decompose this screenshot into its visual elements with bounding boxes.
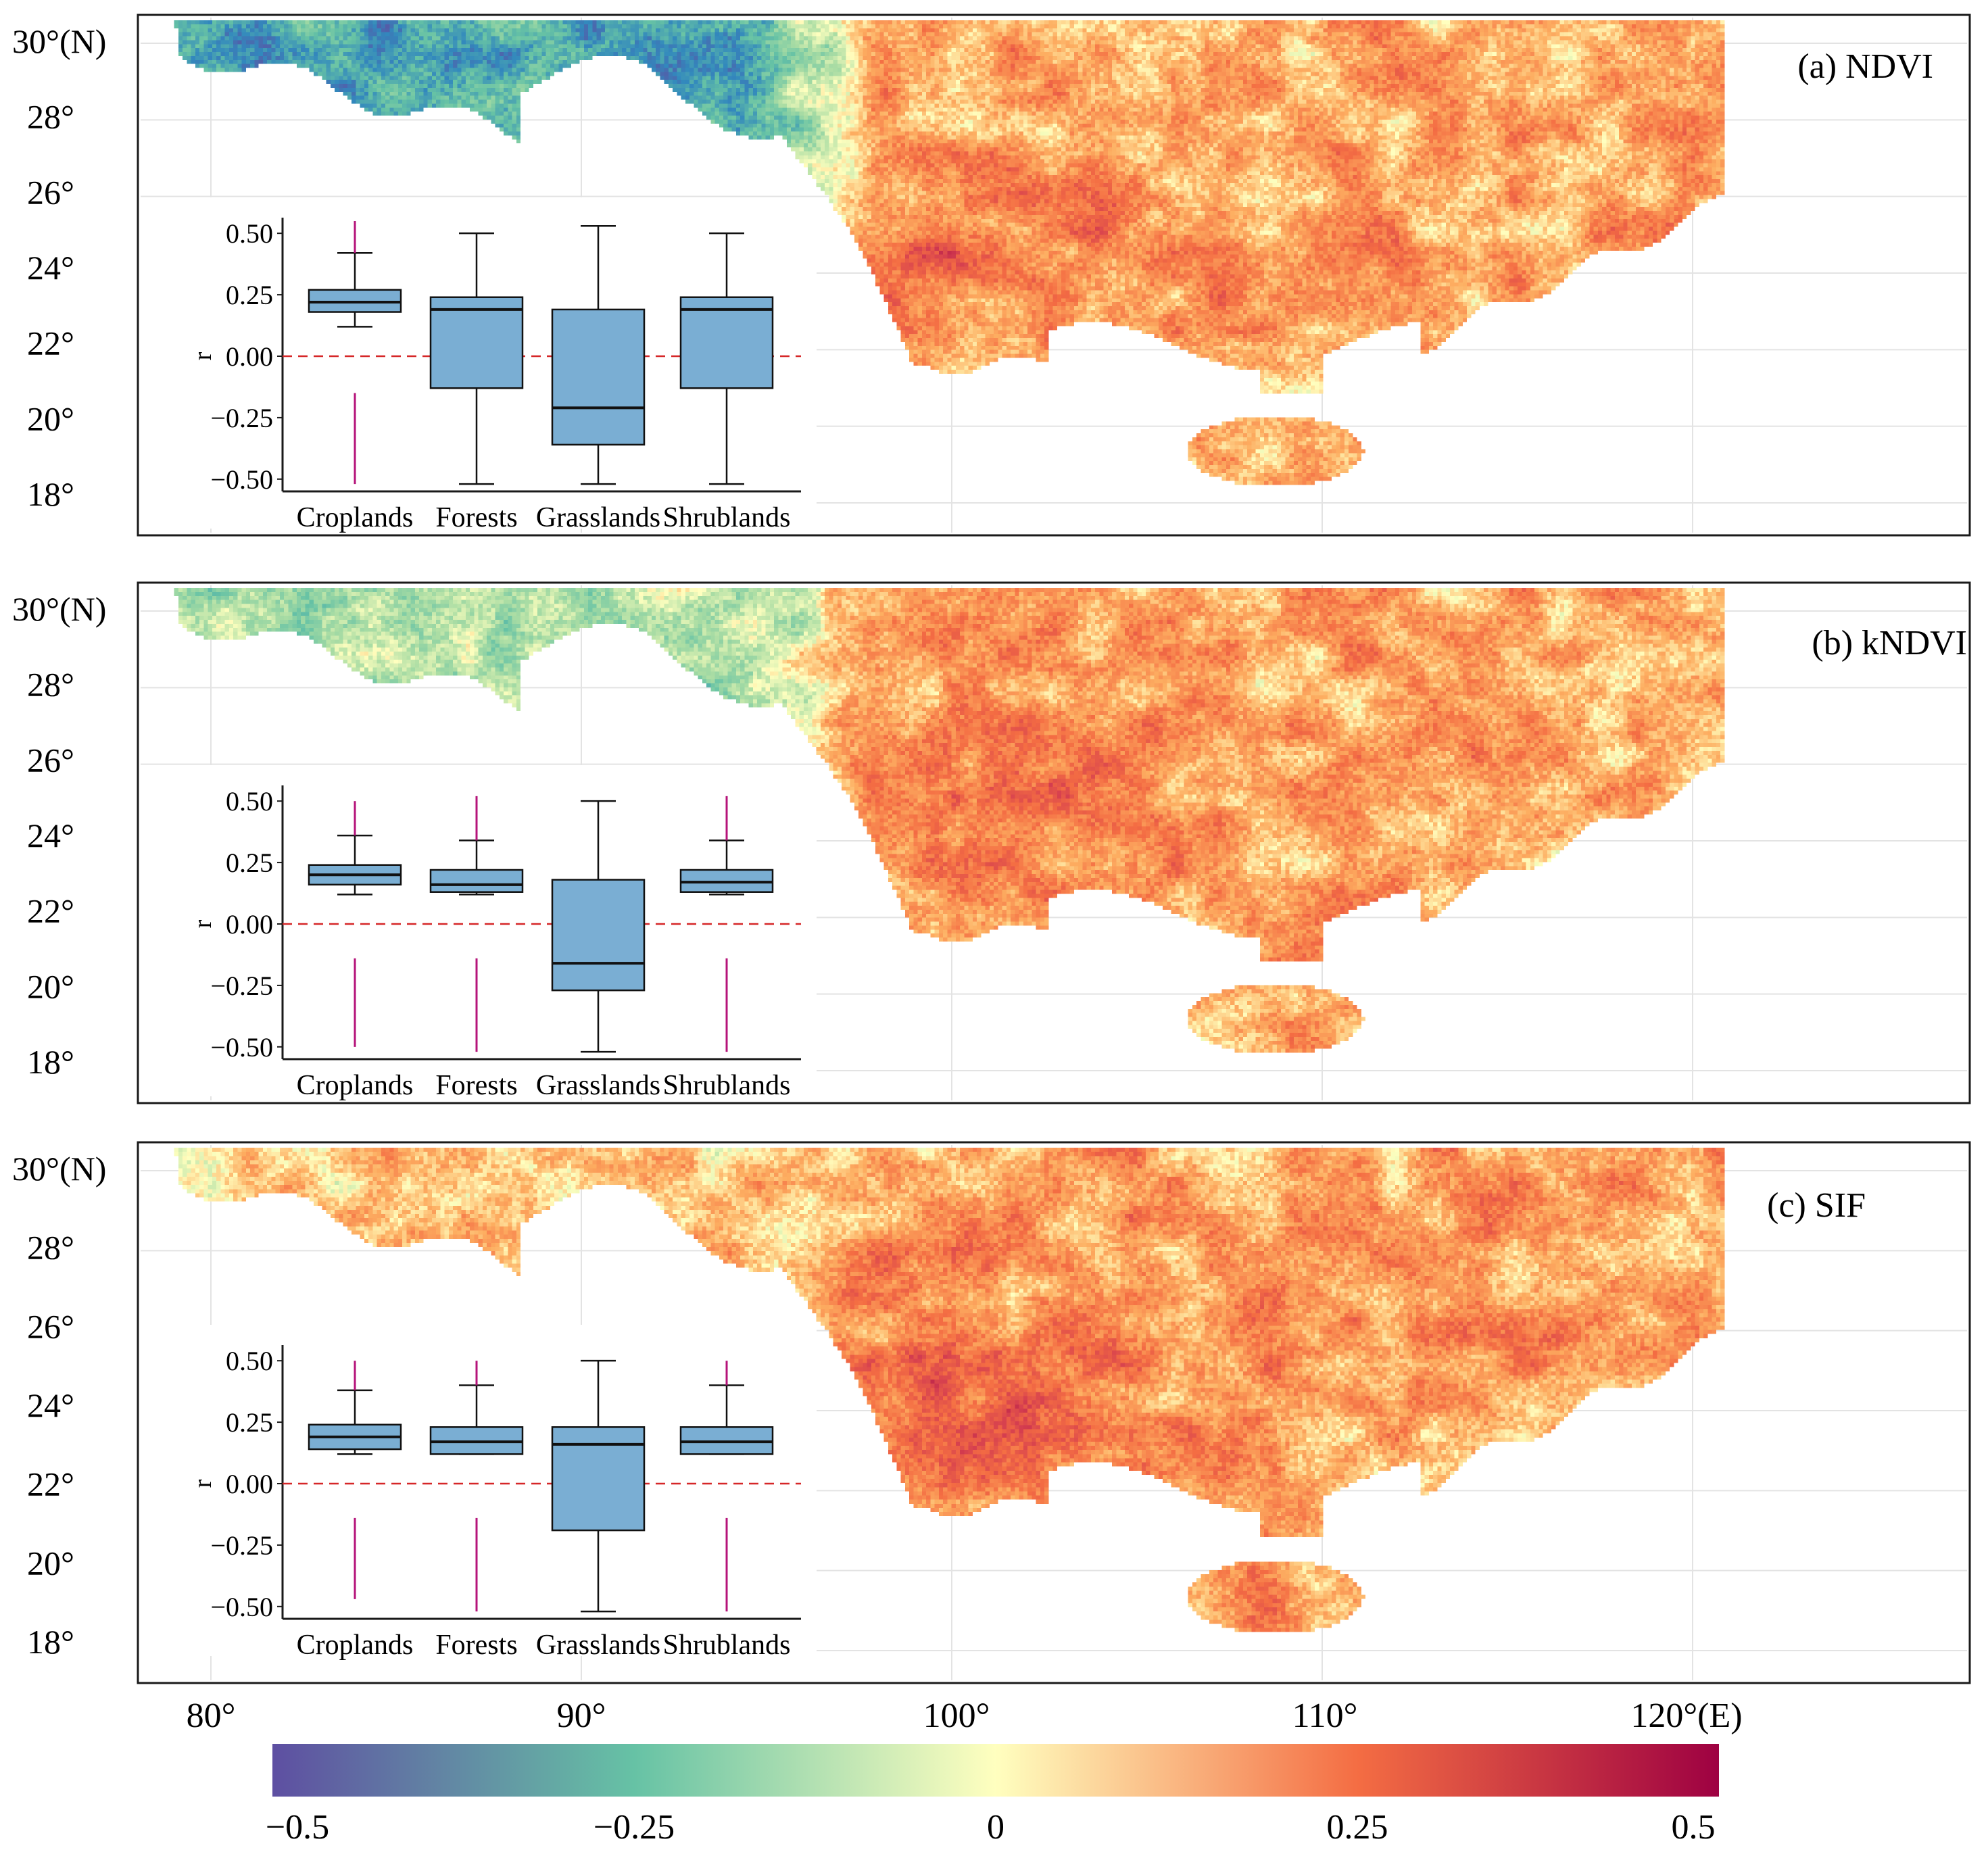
inset-background xyxy=(141,1325,817,1656)
category-label: Shrublands xyxy=(663,1070,791,1101)
box-shrublands: Shrublands xyxy=(663,1361,791,1661)
category-label: Grasslands xyxy=(536,502,660,533)
lon-tick: 80° xyxy=(187,1697,236,1735)
inset-ytick-label: 0.00 xyxy=(226,909,273,940)
lat-tick: 28° xyxy=(27,1229,74,1267)
latitude-ticks: 30°(N) 28° 26° 24° 22° 20° 18° xyxy=(12,590,106,1081)
boxplot-inset: 0.50 0.25 0.00 −0.25 −0.50 r Croplands Forests G… xyxy=(141,1325,817,1661)
lon-tick: 90° xyxy=(557,1697,606,1735)
panel-label: (b) kNDVI xyxy=(1812,624,1967,662)
lat-tick: 28° xyxy=(27,666,74,704)
iqr-box xyxy=(679,296,774,389)
lat-tick: 26° xyxy=(27,1307,74,1345)
lat-tick: 24° xyxy=(27,1386,74,1424)
panel-kndvi: (b) kNDVI 30°(N)28°26°24°22°20°18° 0.500… xyxy=(12,581,1971,1104)
colorbar-ticks: −0.5 −0.25 0 0.25 0.5 xyxy=(266,1808,1716,1847)
inset-ytick-label: 0.50 xyxy=(226,1346,273,1376)
category-label: Grasslands xyxy=(536,1070,660,1101)
colorbar-tick-label: 0 xyxy=(987,1808,1004,1847)
inset-ylabel: r xyxy=(189,1479,217,1488)
lat-tick: 24° xyxy=(27,817,74,854)
inset-ylabel: r xyxy=(189,919,217,928)
inset-ytick-label: −0.50 xyxy=(210,1592,273,1622)
box-forests: Forests xyxy=(429,796,524,1101)
box-grasslands: Grasslands xyxy=(536,1359,660,1661)
inset-ytick-label: −0.25 xyxy=(210,1530,273,1561)
latitude-ticks: 30°(N) 28° 26° 24° 22° 20° 18° xyxy=(12,22,106,513)
boxplot-inset: 0.50 0.25 0.00 −0.25 −0.50 r Croplands Forests G… xyxy=(141,197,817,533)
box-croplands: Croplands xyxy=(297,801,414,1101)
inset-ytick-label: −0.50 xyxy=(210,1032,273,1063)
latitude-ticks: 30°(N) 28° 26° 24° 22° 20° 18° xyxy=(12,1150,106,1661)
category-label: Grasslands xyxy=(536,1630,660,1661)
colorbar-tick-label: 0.5 xyxy=(1672,1808,1716,1847)
inset-ytick-label: 0.25 xyxy=(226,848,273,878)
colorbar-tick-label: −0.25 xyxy=(593,1808,675,1847)
lat-tick: 18° xyxy=(27,1623,74,1661)
panel-label: (c) SIF xyxy=(1767,1186,1866,1225)
inset-ytick-label: −0.50 xyxy=(210,464,273,495)
iqr-box xyxy=(551,308,646,446)
inset-ytick-label: 0.25 xyxy=(226,1407,273,1438)
lat-tick: 30°(N) xyxy=(12,22,106,60)
panel-label: (a) NDVI xyxy=(1797,47,1933,86)
lat-tick: 26° xyxy=(27,741,74,779)
colorbar-tick-label: 0.25 xyxy=(1327,1808,1388,1847)
category-label: Shrublands xyxy=(663,1630,791,1661)
lat-tick: 28° xyxy=(27,98,74,136)
lat-tick: 18° xyxy=(27,475,74,513)
lat-tick: 22° xyxy=(27,324,74,362)
category-label: Forests xyxy=(435,502,517,533)
box-forests: Forests xyxy=(429,232,524,533)
category-label: Croplands xyxy=(297,1070,414,1101)
lat-tick: 20° xyxy=(27,967,74,1005)
longitude-ticks: 80° 90° 100° 110° 120°(E) xyxy=(187,1697,1743,1735)
iqr-box xyxy=(429,296,524,389)
box-grasslands: Grasslands xyxy=(536,225,660,533)
inset-ytick-label: 0.50 xyxy=(226,218,273,249)
inset-ylabel: r xyxy=(189,351,217,360)
inset-ytick-label: 0.50 xyxy=(226,786,273,817)
box-forests: Forests xyxy=(429,1361,524,1661)
category-label: Forests xyxy=(435,1070,517,1101)
colorbar-tick-label: −0.5 xyxy=(266,1808,329,1847)
iqr-box xyxy=(429,869,524,893)
category-label: Forests xyxy=(435,1630,517,1661)
boxplot-inset: 0.50 0.25 0.00 −0.25 −0.50 r Croplands Forests G… xyxy=(141,765,817,1101)
box-croplands: Croplands xyxy=(297,221,414,533)
box-croplands: Croplands xyxy=(297,1361,414,1661)
lat-tick: 26° xyxy=(27,173,74,211)
category-label: Croplands xyxy=(297,1630,414,1661)
panel-ndvi: (a) NDVI 30°(N)28°26°24°22°20°18° 0.500.… xyxy=(12,14,1971,537)
lat-tick: 22° xyxy=(27,892,74,930)
category-label: Croplands xyxy=(297,502,414,533)
lat-tick: 22° xyxy=(27,1465,74,1503)
colorbar-gradient xyxy=(272,1744,1719,1797)
lat-tick: 30°(N) xyxy=(12,1150,106,1188)
lat-tick: 18° xyxy=(27,1043,74,1081)
iqr-box xyxy=(551,879,646,992)
inset-ytick-label: −0.25 xyxy=(210,971,273,1001)
lat-tick: 20° xyxy=(27,1544,74,1582)
iqr-box xyxy=(551,1426,646,1532)
panel-sif: (c) SIF 30°(N) 28° 26° 24° 22° 20° 18° 0.50 0.2… xyxy=(12,1141,1971,1684)
lon-tick: 100° xyxy=(923,1697,990,1735)
box-shrublands: Shrublands xyxy=(663,796,791,1101)
lon-tick: 110° xyxy=(1292,1697,1358,1735)
colorbar: −0.5 −0.25 0 0.25 0.5 xyxy=(266,1744,1719,1847)
category-label: Shrublands xyxy=(663,502,791,533)
inset-ytick-label: 0.00 xyxy=(226,341,273,372)
lon-tick: 120°(E) xyxy=(1630,1697,1742,1735)
lat-tick: 20° xyxy=(27,399,74,437)
inset-ytick-label: −0.25 xyxy=(210,403,273,433)
lat-tick: 30°(N) xyxy=(12,590,106,628)
inset-ytick-label: 0.00 xyxy=(226,1469,273,1499)
lat-tick: 24° xyxy=(27,249,74,287)
inset-background xyxy=(141,765,817,1096)
inset-ytick-label: 0.25 xyxy=(226,280,273,310)
box-grasslands: Grasslands xyxy=(536,800,660,1101)
box-shrublands: Shrublands xyxy=(663,232,791,533)
